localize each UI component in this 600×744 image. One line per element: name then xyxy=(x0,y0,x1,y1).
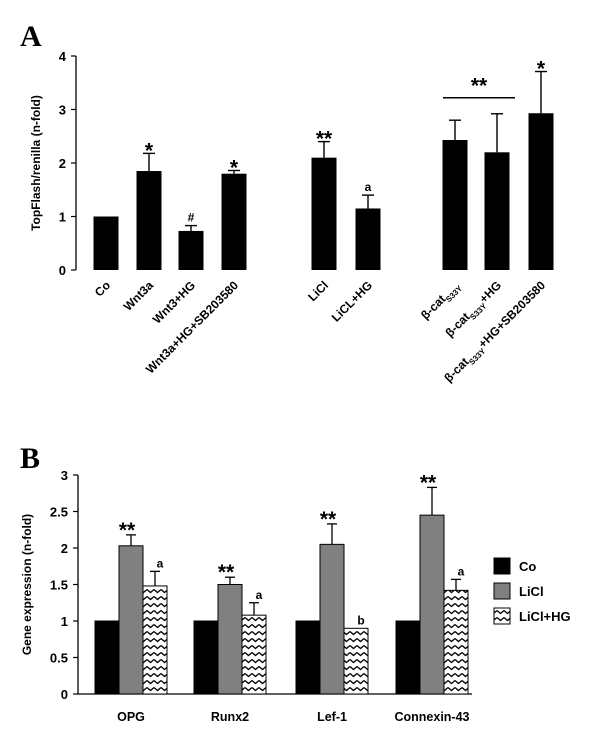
bar xyxy=(484,152,510,270)
significance-label: ** xyxy=(320,508,337,531)
y-tick-label: 4 xyxy=(59,49,67,64)
significance-label: ** xyxy=(119,519,136,542)
significance-label: * xyxy=(537,58,546,81)
y-tick-label: 3 xyxy=(59,103,66,118)
y-axis-label: TopFlash/renilla (n-fold) xyxy=(29,95,43,231)
x-tick-label: Wnt3a xyxy=(121,278,157,314)
significance-label: ** xyxy=(316,128,333,151)
bar xyxy=(355,208,381,270)
significance-label: a xyxy=(458,564,465,578)
y-tick-label: 1 xyxy=(61,614,68,629)
y-tick-label: 0 xyxy=(59,263,66,278)
significance-label: ** xyxy=(420,471,437,494)
significance-label: # xyxy=(188,211,195,225)
y-tick-label: 1 xyxy=(59,210,66,225)
x-tick-label: Lef-1 xyxy=(317,710,347,724)
y-tick-label: 3 xyxy=(61,468,68,483)
legend-swatch xyxy=(493,582,511,600)
panel-letter-a: A xyxy=(20,20,42,53)
bracket-label: ** xyxy=(471,75,488,98)
y-tick-label: 0.5 xyxy=(50,651,68,666)
bar xyxy=(442,139,468,270)
bar xyxy=(395,620,421,695)
x-tick-label: Co xyxy=(92,278,113,299)
y-tick-label: 0 xyxy=(61,687,68,702)
significance-label: a xyxy=(365,180,372,194)
y-tick-label: 2 xyxy=(59,156,66,171)
panel-letter-b: B xyxy=(20,442,40,475)
bar xyxy=(118,545,144,695)
significance-label: * xyxy=(145,139,154,162)
bar xyxy=(528,113,554,271)
y-axis-label: Gene expression (n-fold) xyxy=(20,514,34,655)
bar xyxy=(343,627,369,695)
legend-label: LiCl xyxy=(519,584,544,599)
bar xyxy=(217,584,243,695)
y-tick-label: 1.5 xyxy=(50,578,68,593)
y-tick-label: 2.5 xyxy=(50,505,68,520)
significance-label: a xyxy=(256,588,263,602)
bar xyxy=(419,514,445,695)
bar xyxy=(142,585,168,695)
significance-label: * xyxy=(230,156,239,179)
bar xyxy=(319,543,345,695)
bar xyxy=(93,216,119,270)
bar xyxy=(94,620,120,695)
bar xyxy=(178,230,204,270)
bar xyxy=(193,620,219,695)
bar xyxy=(221,173,247,270)
x-tick-label: Connexin-43 xyxy=(394,710,469,724)
chart-b: 0 0.5 1 1.5 2 2.5 3 Gene expression (n-fold) ** a… xyxy=(20,468,571,724)
bar xyxy=(136,171,162,270)
x-tick-label: OPG xyxy=(117,710,145,724)
significance-label: b xyxy=(357,613,364,627)
bar xyxy=(443,589,469,695)
legend-swatch xyxy=(493,557,511,575)
x-tick-label: Runx2 xyxy=(211,710,249,724)
bar xyxy=(311,157,337,270)
x-tick-label: LiCl xyxy=(305,278,331,304)
bar xyxy=(295,620,321,695)
bar xyxy=(241,614,267,695)
x-tick-label: LiCL+HG xyxy=(329,278,375,324)
significance-label: ** xyxy=(218,561,235,584)
legend-label: Co xyxy=(519,559,536,574)
legend-label: LiCl+HG xyxy=(519,609,571,624)
significance-label: a xyxy=(157,556,164,570)
legend-swatch xyxy=(493,607,511,625)
y-tick-label: 2 xyxy=(61,541,68,556)
